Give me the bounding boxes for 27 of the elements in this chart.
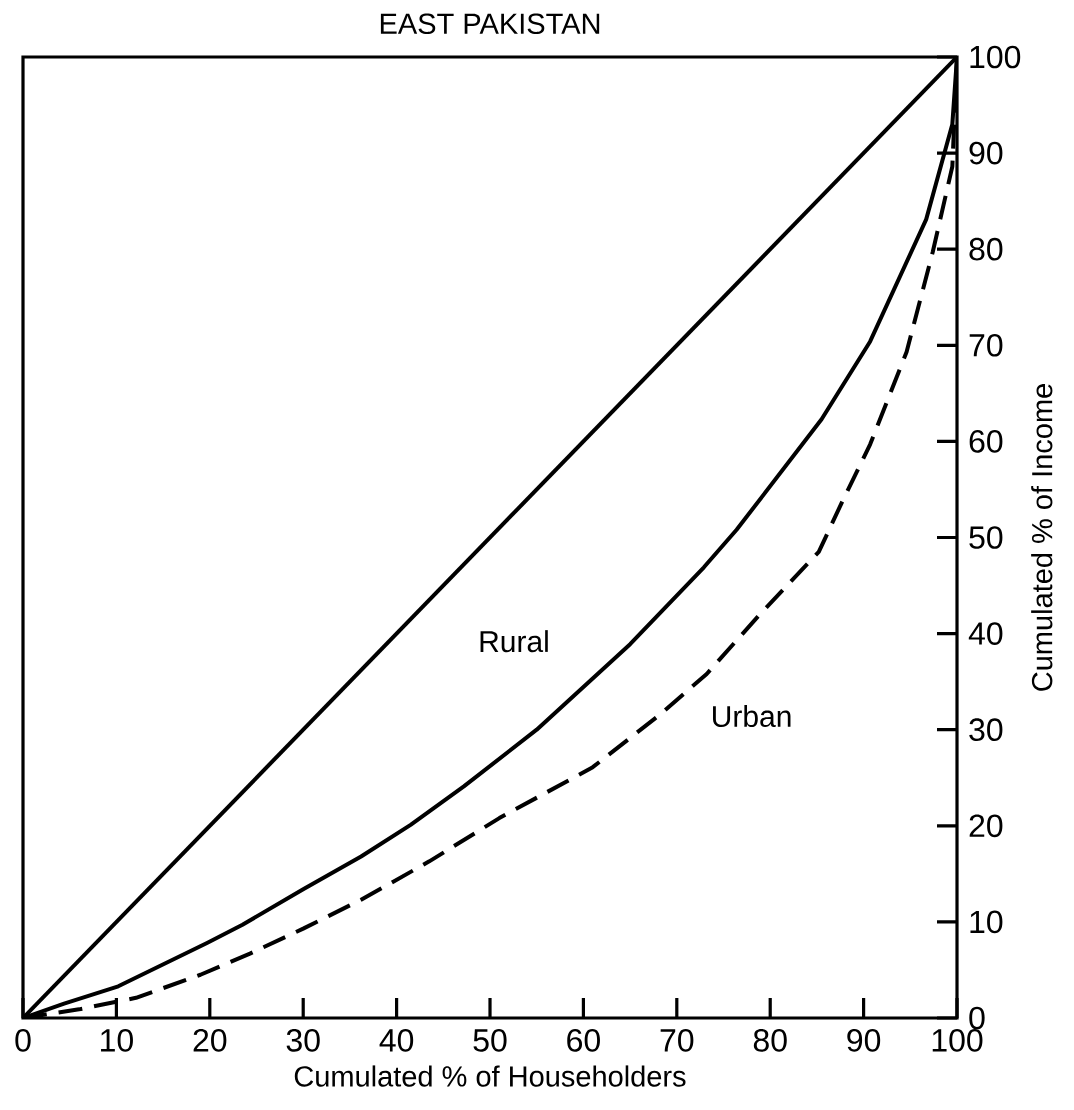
x-tick-label: 10 xyxy=(101,1029,133,1052)
y-tick-label: 10 xyxy=(970,910,1003,934)
y-tick-label: 0 xyxy=(969,1006,985,1030)
x-axis-title: Cumulated % of Householders xyxy=(294,1065,686,1087)
y-tick-label: 20 xyxy=(969,814,1003,838)
series-label: Rural xyxy=(480,630,548,653)
y-tick-label: 30 xyxy=(969,718,1003,742)
x-tick-label: 20 xyxy=(193,1029,227,1052)
y-tick-label: 40 xyxy=(968,622,1003,645)
y-tick-label: 60 xyxy=(969,430,1003,453)
x-tick-label: 40 xyxy=(379,1029,414,1052)
x-tick-label: 30 xyxy=(286,1029,320,1052)
y-tick-label: 70 xyxy=(969,333,1003,357)
y-tick-label: 90 xyxy=(969,141,1003,165)
y-tick-label: 50 xyxy=(969,526,1003,549)
y-tick-label: 80 xyxy=(969,237,1003,261)
y-tick-label: 100 xyxy=(970,45,1021,69)
x-tick-label: 80 xyxy=(753,1029,787,1052)
chart-title: EAST PAKISTAN xyxy=(380,13,600,34)
y-axis-title: Cumulated % of Income xyxy=(1031,384,1053,691)
x-tick-label: 50 xyxy=(473,1029,507,1052)
x-tick-label: 90 xyxy=(847,1029,881,1052)
x-tick-label: 70 xyxy=(660,1029,694,1052)
x-tick-label: 60 xyxy=(567,1029,600,1052)
x-tick-label: 100 xyxy=(932,1029,983,1052)
x-tick-label: 0 xyxy=(15,1029,31,1052)
series-label: Urban xyxy=(713,705,791,728)
